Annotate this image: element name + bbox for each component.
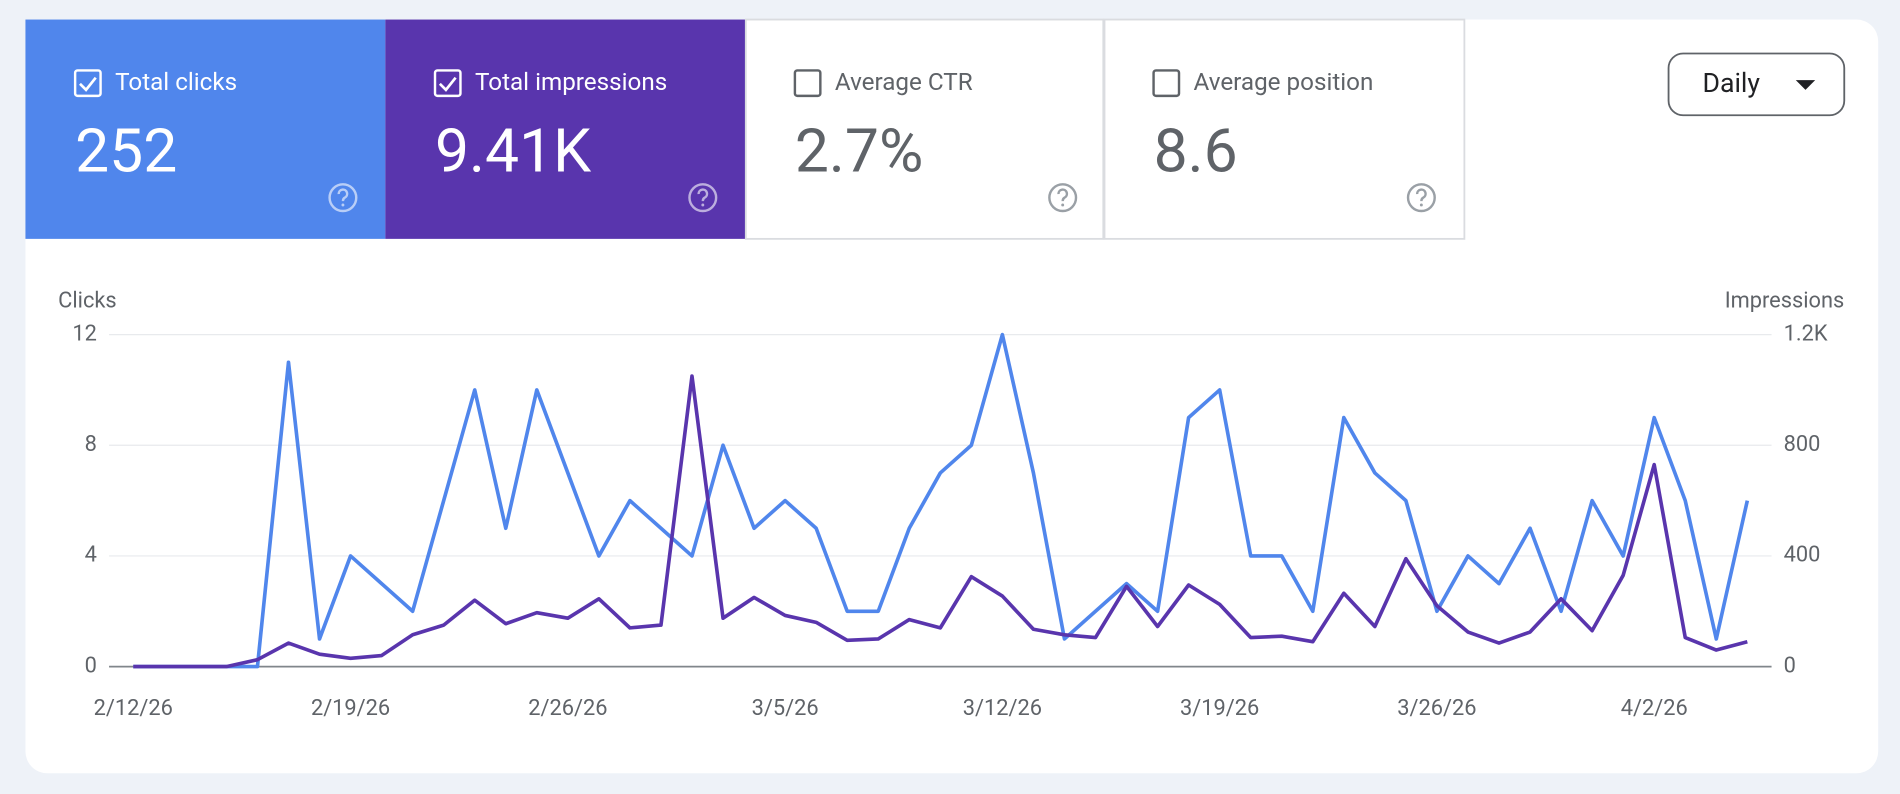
- period-dropdown[interactable]: Daily: [1667, 52, 1846, 117]
- help-icon[interactable]: [688, 183, 718, 213]
- y2-axis-title: Impressions: [1725, 289, 1845, 314]
- checkbox[interactable]: [73, 69, 102, 98]
- checkmark: [79, 76, 97, 92]
- y2-tick-label: 400: [1784, 543, 1821, 568]
- x-tick-label: 3/19/26: [1180, 696, 1259, 721]
- card-background: [25, 19, 386, 239]
- x-tick-label: 2/19/26: [311, 696, 390, 721]
- y-axis-title: Clicks: [58, 289, 116, 314]
- help-icon[interactable]: [1406, 183, 1436, 213]
- x-tick-label: 3/12/26: [963, 696, 1042, 721]
- metric-value: 2.7%: [795, 115, 923, 186]
- metric-card[interactable]: Average CTR 2.7%: [744, 18, 1105, 240]
- metric-label: Average CTR: [835, 68, 973, 96]
- y2-tick-label: 0: [1784, 653, 1796, 678]
- help-icon-dot: [1419, 203, 1423, 207]
- y-tick-label: 0: [85, 653, 97, 678]
- x-tick-label: 4/2/26: [1621, 696, 1688, 721]
- card-background: [744, 18, 1105, 240]
- x-tick-label: 3/5/26: [752, 696, 819, 721]
- dropdown-arrow: [1795, 80, 1816, 90]
- card-background: [385, 19, 746, 239]
- card-background: [1103, 18, 1466, 240]
- help-icon[interactable]: [328, 183, 358, 213]
- checkmark: [438, 76, 457, 92]
- x-tick-label: 3/26/26: [1397, 696, 1476, 721]
- dropdown-label[interactable]: Daily: [1702, 67, 1760, 99]
- metric-value: 9.41K: [435, 115, 592, 186]
- checkbox[interactable]: [793, 69, 822, 98]
- help-icon-dot: [341, 203, 345, 207]
- checkbox[interactable]: [433, 69, 462, 98]
- metric-card[interactable]: Total impressions 9.41K: [385, 19, 746, 239]
- metric-label: Total impressions: [475, 68, 667, 96]
- y2-tick-label: 800: [1784, 432, 1821, 457]
- help-icon-dot: [701, 203, 705, 207]
- x-tick-label: 2/26/26: [528, 696, 607, 721]
- help-icon[interactable]: [1048, 183, 1078, 213]
- dropdown-box[interactable]: [1667, 52, 1846, 117]
- checkbox[interactable]: [1152, 69, 1181, 98]
- help-icon-glyph: [1415, 188, 1427, 202]
- metric-card[interactable]: Average position 8.6: [1103, 18, 1466, 240]
- help-icon-glyph: [337, 188, 349, 202]
- help-icon-glyph: [1057, 188, 1069, 202]
- y-tick-label: 8: [85, 432, 97, 457]
- series-line: [133, 374, 1748, 669]
- help-icon-dot: [1061, 203, 1065, 207]
- y-tick-label: 12: [72, 321, 97, 346]
- metric-label: Average position: [1194, 68, 1374, 96]
- metric-value: 252: [75, 115, 177, 186]
- metric-value: 8.6: [1154, 115, 1238, 186]
- metric-card[interactable]: Total clicks 252: [25, 19, 386, 239]
- help-icon-glyph: [697, 188, 709, 202]
- series-line: [133, 332, 1750, 669]
- metric-label: Total clicks: [115, 68, 237, 96]
- y2-tick-label: 1.2K: [1784, 321, 1828, 346]
- x-tick-label: 2/12/26: [94, 696, 173, 721]
- y-tick-label: 4: [85, 543, 97, 568]
